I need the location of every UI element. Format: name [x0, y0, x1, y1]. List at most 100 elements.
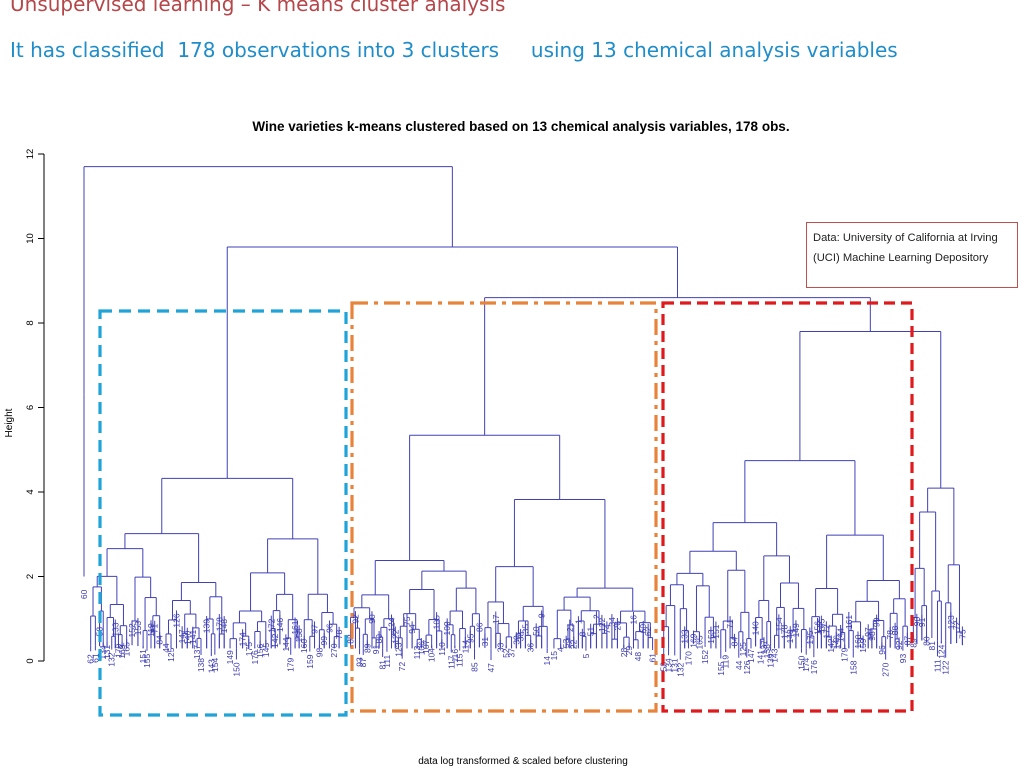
leaf-label: 179 — [840, 647, 850, 661]
leaf-label: 137 — [192, 645, 202, 659]
leaf-label: 104 — [427, 648, 437, 662]
leaf-label: 75 — [402, 616, 412, 626]
leaf-label: 88 — [890, 626, 900, 636]
leaf-label: 52 — [501, 648, 511, 658]
leaf-label: 165 — [694, 635, 704, 649]
leaf-label: 270 — [329, 643, 339, 657]
leaf-label: 158 — [848, 660, 858, 674]
leaf-label: 138 — [196, 658, 206, 672]
leaf-label: 36 — [526, 643, 536, 653]
leaf-label: 170 — [113, 643, 123, 657]
leaf-label: 37 — [507, 648, 517, 658]
leaf-label: 51 — [586, 626, 596, 636]
leaf-label: 97 — [310, 624, 320, 634]
leaf-label: 81 — [378, 660, 388, 670]
leaf-label: 80 — [922, 636, 932, 646]
leaf-label: 105 — [432, 615, 442, 629]
leaf-label: 97 — [863, 627, 873, 637]
leaf-label: 131 — [102, 645, 112, 659]
leaf-label: 94 — [407, 624, 417, 634]
leaf-label: 35 — [520, 624, 530, 634]
leaf-label: 153 — [133, 621, 143, 635]
leaf-label: 90 — [912, 617, 922, 627]
leaf-label: 74 — [602, 624, 612, 634]
leaf-label: 125 — [166, 647, 176, 661]
leaf-label: 137 — [759, 640, 769, 654]
leaf-label: 133 — [110, 622, 120, 636]
leaf-label: 96 — [324, 623, 334, 633]
leaf-label: 144 — [836, 628, 846, 642]
leaf-label: 132 — [107, 652, 117, 666]
leaf-label: 142 — [270, 633, 280, 647]
leaf-label: 31 — [480, 637, 490, 647]
leaf-label: 111 — [932, 659, 942, 672]
leaf-label: 159 — [858, 638, 868, 652]
leaf-label: 176 — [809, 660, 819, 674]
leaf-label: 151 — [711, 624, 721, 638]
leaf-label: 114 — [460, 640, 470, 654]
leaf-label: 17 — [491, 614, 501, 624]
leaf-label: 161 — [290, 620, 300, 634]
leaf-label: 78 — [334, 630, 344, 640]
leaf-label: 154 — [774, 617, 784, 631]
leaf-label: 126 — [171, 613, 181, 627]
leaf-label: 99 — [319, 636, 329, 646]
leaf-label: 170 — [683, 651, 693, 665]
leaf-label: 159 — [305, 654, 315, 668]
leaf-label: 160 — [299, 639, 309, 653]
leaf-label: 61 — [648, 653, 658, 663]
leaf-label: 28 — [619, 647, 629, 657]
leaf-label: 71 — [150, 624, 160, 634]
x-axis-label: data log transformed & scaled before clu… — [418, 756, 628, 767]
leaf-label: 87 — [358, 658, 368, 668]
leaf-label: 9 — [537, 613, 547, 618]
leaf-label: 132 — [675, 662, 685, 676]
leaf-label: 169 — [117, 644, 127, 658]
leaf-label: 92 — [894, 640, 904, 650]
leaf-label: 71 — [725, 619, 735, 629]
leaf-label: 14 — [542, 656, 552, 666]
leaf-label: 172 — [821, 624, 831, 638]
leaf-label: 98 — [867, 631, 877, 641]
y-tick-label: 0 — [25, 658, 36, 663]
leaf-label: 150 — [796, 655, 806, 669]
cluster-boxes — [98, 301, 914, 717]
y-tick-label: 2 — [25, 574, 36, 579]
leaf-label: 89 — [362, 643, 372, 653]
leaf-label: 39 — [511, 635, 521, 645]
leaf-label: 109 — [442, 621, 452, 635]
leaf-label: 131 — [670, 658, 680, 672]
leaf-label: 93 — [355, 657, 365, 667]
leaf-label: 146 — [275, 618, 285, 632]
leaf-label: 139 — [766, 653, 776, 667]
leaf-label: 62 — [643, 626, 653, 636]
data-source-note: Data: University of California at Irving… — [806, 222, 1018, 288]
leaf-label: 60 — [638, 624, 648, 634]
leaf-label: 98 — [314, 648, 324, 658]
leaf-label: 21 — [565, 622, 575, 632]
leaf-label: 176 — [250, 650, 260, 664]
leaf-label: 165 — [122, 642, 132, 656]
leaf-label: 85 — [470, 662, 480, 672]
slide-subtitle: It has classified 178 observations into … — [10, 34, 960, 67]
leaf-label: 61 — [90, 653, 100, 663]
leaf-label: 175 — [244, 642, 254, 656]
leaf-label: 122 — [390, 629, 400, 643]
leaf-label: 119 — [721, 655, 731, 669]
leaf-label: 60 — [79, 589, 89, 599]
leaf-label: 143 — [206, 659, 216, 673]
leaf-label: 84 — [729, 637, 739, 647]
leaf-label: 153 — [706, 629, 716, 643]
slide-subtitle-part1: It has classified 178 observations into … — [10, 38, 500, 62]
leaf-label: 81 — [927, 641, 937, 651]
leaf-label: 156 — [812, 621, 822, 635]
leaf-label: 16 — [628, 615, 638, 625]
leaf-label: 152 — [127, 623, 137, 637]
leaf-label: 44 — [734, 660, 744, 670]
leaf-label: 172 — [266, 618, 276, 632]
leaf-label: 148 — [219, 619, 229, 633]
leaf-label: 44 — [161, 643, 171, 653]
leaf-label: 126 — [742, 660, 752, 674]
leaf-label: 145 — [816, 618, 826, 632]
y-tick-label: 6 — [25, 405, 36, 410]
